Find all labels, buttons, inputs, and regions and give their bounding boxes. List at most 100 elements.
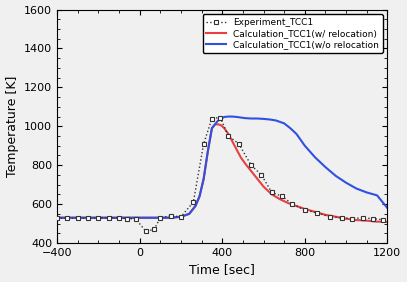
Calculation_TCC1(w/ relocation)	[179, 215, 184, 219]
Calculation_TCC1(w/ relocation)	[55, 216, 59, 219]
Experiment_TCC1	[168, 214, 173, 217]
Experiment_TCC1	[339, 216, 344, 219]
Calculation_TCC1(w/ relocation)	[222, 127, 227, 130]
Calculation_TCC1(w/ relocation)	[168, 216, 173, 219]
Calculation_TCC1(w/o relocation	[249, 117, 254, 120]
Calculation_TCC1(w/o relocation	[116, 216, 121, 219]
Calculation_TCC1(w/ relocation)	[374, 220, 379, 223]
Experiment_TCC1	[152, 228, 157, 231]
Calculation_TCC1(w/o relocation	[226, 115, 231, 118]
Calculation_TCC1(w/o relocation	[261, 117, 266, 121]
Calculation_TCC1(w/o relocation	[168, 216, 173, 219]
Calculation_TCC1(w/o relocation	[187, 212, 192, 215]
Calculation_TCC1(w/ relocation)	[226, 132, 231, 136]
Line: Calculation_TCC1(w/o relocation: Calculation_TCC1(w/o relocation	[57, 116, 387, 218]
Calculation_TCC1(w/o relocation	[374, 194, 379, 197]
Experiment_TCC1	[96, 216, 101, 219]
Calculation_TCC1(w/ relocation)	[294, 204, 299, 208]
Experiment_TCC1	[350, 217, 355, 221]
Calculation_TCC1(w/o relocation	[294, 132, 299, 136]
Experiment_TCC1	[236, 142, 241, 146]
Calculation_TCC1(w/o relocation	[333, 174, 338, 178]
Legend: Experiment_TCC1, Calculation_TCC1(w/ relocation), Calculation_TCC1(w/o relocatio: Experiment_TCC1, Calculation_TCC1(w/ rel…	[203, 14, 383, 53]
Experiment_TCC1	[201, 142, 206, 146]
Calculation_TCC1(w/ relocation)	[385, 220, 390, 224]
Calculation_TCC1(w/ relocation)	[210, 127, 214, 130]
Calculation_TCC1(w/o relocation	[137, 216, 142, 219]
Calculation_TCC1(w/ relocation)	[96, 216, 101, 219]
Calculation_TCC1(w/ relocation)	[354, 218, 359, 222]
Calculation_TCC1(w/ relocation)	[234, 148, 239, 151]
Calculation_TCC1(w/ relocation)	[333, 215, 338, 219]
Calculation_TCC1(w/o relocation	[210, 127, 214, 130]
Experiment_TCC1	[218, 116, 223, 119]
Experiment_TCC1	[55, 216, 59, 219]
Experiment_TCC1	[210, 117, 214, 120]
Calculation_TCC1(w/o relocation	[230, 115, 235, 118]
Calculation_TCC1(w/o relocation	[288, 127, 293, 130]
Calculation_TCC1(w/ relocation)	[219, 124, 224, 127]
Experiment_TCC1	[143, 230, 148, 233]
Calculation_TCC1(w/ relocation)	[148, 216, 153, 219]
Experiment_TCC1	[179, 215, 184, 219]
Experiment_TCC1	[370, 217, 375, 221]
Experiment_TCC1	[249, 164, 254, 167]
Calculation_TCC1(w/ relocation)	[137, 216, 142, 219]
Calculation_TCC1(w/ relocation)	[255, 177, 260, 180]
Calculation_TCC1(w/ relocation)	[278, 198, 282, 201]
Calculation_TCC1(w/o relocation	[96, 216, 101, 219]
Experiment_TCC1	[280, 195, 284, 198]
Experiment_TCC1	[259, 173, 264, 177]
Calculation_TCC1(w/o relocation	[354, 187, 359, 190]
Experiment_TCC1	[106, 216, 111, 219]
Line: Experiment_TCC1: Experiment_TCC1	[55, 115, 386, 234]
Calculation_TCC1(w/ relocation)	[364, 219, 369, 222]
Calculation_TCC1(w/o relocation	[274, 119, 278, 122]
Experiment_TCC1	[290, 202, 295, 206]
Calculation_TCC1(w/ relocation)	[230, 140, 235, 144]
Calculation_TCC1(w/o relocation	[323, 166, 328, 169]
Calculation_TCC1(w/o relocation	[313, 156, 317, 159]
Calculation_TCC1(w/o relocation	[385, 206, 390, 210]
Calculation_TCC1(w/ relocation)	[286, 201, 291, 205]
Calculation_TCC1(w/o relocation	[212, 123, 217, 126]
Calculation_TCC1(w/ relocation)	[187, 212, 192, 215]
Calculation_TCC1(w/ relocation)	[116, 216, 121, 219]
Experiment_TCC1	[75, 216, 80, 219]
Calculation_TCC1(w/o relocation	[216, 119, 221, 122]
Calculation_TCC1(w/o relocation	[206, 150, 210, 153]
Calculation_TCC1(w/o relocation	[201, 177, 206, 180]
X-axis label: Time [sec]: Time [sec]	[189, 263, 255, 276]
Calculation_TCC1(w/ relocation)	[197, 195, 202, 198]
Experiment_TCC1	[65, 217, 70, 220]
Experiment_TCC1	[133, 217, 138, 221]
Calculation_TCC1(w/o relocation	[219, 117, 224, 120]
Experiment_TCC1	[125, 217, 130, 221]
Calculation_TCC1(w/ relocation)	[261, 185, 266, 188]
Calculation_TCC1(w/ relocation)	[243, 162, 247, 165]
Calculation_TCC1(w/ relocation)	[323, 213, 328, 217]
Experiment_TCC1	[381, 218, 386, 221]
Calculation_TCC1(w/o relocation	[193, 204, 198, 208]
Calculation_TCC1(w/o relocation	[255, 117, 260, 120]
Calculation_TCC1(w/o relocation	[267, 118, 272, 121]
Calculation_TCC1(w/o relocation	[222, 115, 227, 119]
Calculation_TCC1(w/o relocation	[243, 116, 247, 120]
Calculation_TCC1(w/ relocation)	[201, 177, 206, 180]
Experiment_TCC1	[327, 215, 332, 219]
Calculation_TCC1(w/o relocation	[55, 216, 59, 219]
Calculation_TCC1(w/ relocation)	[344, 217, 348, 221]
Calculation_TCC1(w/o relocation	[148, 216, 153, 219]
Experiment_TCC1	[191, 201, 196, 204]
Calculation_TCC1(w/ relocation)	[216, 123, 221, 126]
Calculation_TCC1(w/o relocation	[158, 216, 163, 219]
Calculation_TCC1(w/ relocation)	[249, 169, 254, 173]
Experiment_TCC1	[85, 217, 90, 220]
Calculation_TCC1(w/ relocation)	[269, 193, 274, 196]
Calculation_TCC1(w/o relocation	[239, 116, 243, 119]
Y-axis label: Temperature [K]: Temperature [K]	[6, 76, 19, 177]
Experiment_TCC1	[302, 208, 307, 212]
Calculation_TCC1(w/o relocation	[344, 181, 348, 184]
Experiment_TCC1	[360, 216, 365, 219]
Calculation_TCC1(w/o relocation	[282, 122, 287, 125]
